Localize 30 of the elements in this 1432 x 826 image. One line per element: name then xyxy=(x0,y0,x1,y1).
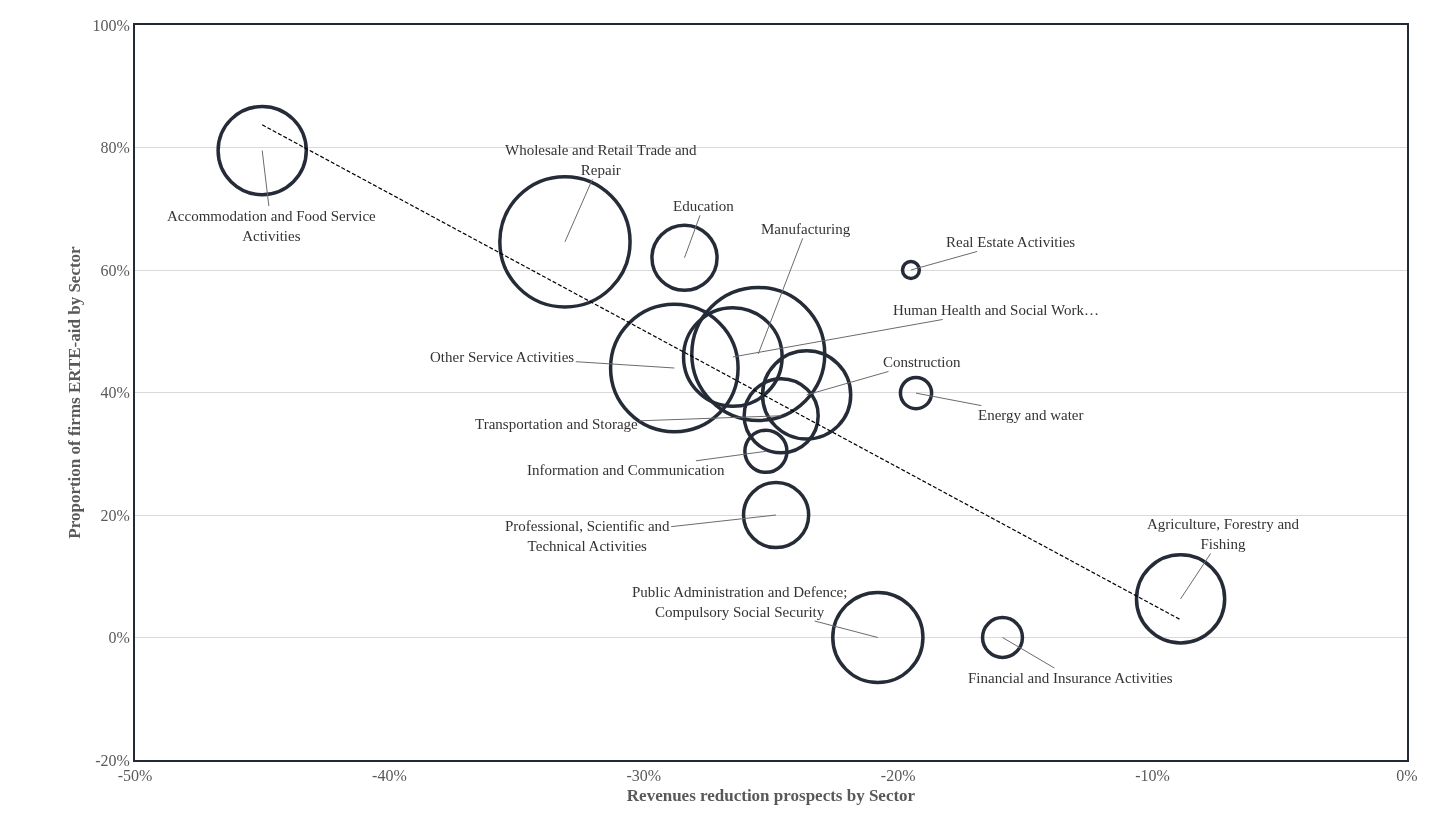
annotation: Human Health and Social Work… xyxy=(893,302,1099,318)
annotation: Real Estate Activities xyxy=(946,234,1076,250)
x-axis-title: Revenues reduction prospects by Sector xyxy=(626,786,916,806)
y-axis-title: Proportion of firms ERTE-aid by Sector xyxy=(64,245,84,539)
y-tick-label: 40% xyxy=(100,384,130,402)
annotation: Manufacturing xyxy=(761,221,851,237)
annotation: Information and Communication xyxy=(527,462,725,478)
annotation: Professional, Scientific and Technical Activities xyxy=(505,518,671,554)
y-tick-label: -20% xyxy=(95,751,130,769)
x-tick-label: 0% xyxy=(1396,767,1418,785)
y-tick-label: 60% xyxy=(100,261,130,279)
y-tick-label: 100% xyxy=(92,16,130,34)
x-tick-label: -30% xyxy=(626,767,662,785)
annotation: Public Administration and Defence; Compulsory Social Security xyxy=(632,584,848,620)
y-tick-label: 80% xyxy=(100,139,130,157)
x-tick-label: -20% xyxy=(880,767,916,785)
x-tick-label: -40% xyxy=(372,767,407,785)
x-tick-label: -50% xyxy=(117,767,153,785)
annotation: Transportation and Storage xyxy=(475,416,639,432)
y-tick-label: 0% xyxy=(108,629,130,647)
annotation: Energy and water xyxy=(978,407,1084,423)
annotation: Wholesale and Retail Trade and Repair xyxy=(505,142,698,178)
annotation: Construction xyxy=(883,354,961,370)
annotation: Other Service Activities xyxy=(430,349,575,365)
annotation: Agriculture, Forestry and Fishing xyxy=(1147,516,1300,552)
annotation: Financial and Insurance Activities xyxy=(968,670,1173,686)
x-tick-label: -10% xyxy=(1135,767,1170,785)
annotation: Accommodation and Food Service Activities xyxy=(167,208,377,244)
y-tick-label: 20% xyxy=(100,506,130,524)
annotation: Education xyxy=(673,198,735,214)
